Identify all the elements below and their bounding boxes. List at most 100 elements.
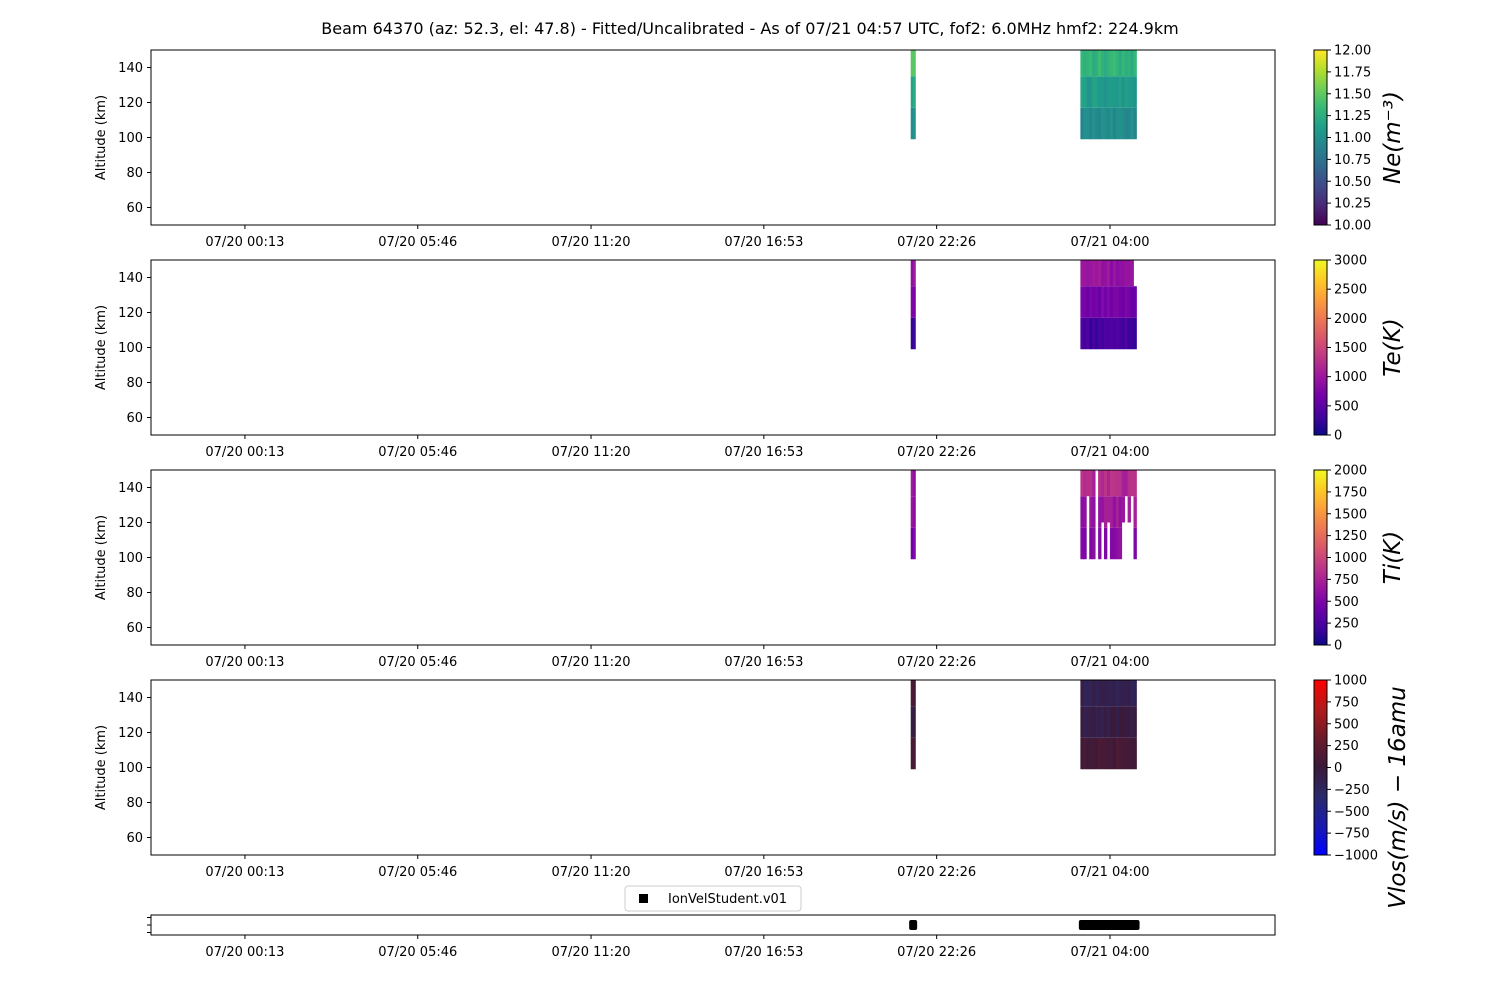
colorbar-tick-label: 11.50 — [1334, 87, 1371, 102]
y-tick-label: 100 — [118, 131, 143, 146]
colorbar-tick-label: 500 — [1334, 399, 1359, 414]
colorbar-label: Te(K) — [1380, 318, 1406, 376]
y-tick-label: 60 — [126, 201, 143, 216]
heatmap-cell — [1098, 737, 1102, 770]
y-axis-label: Altitude (km) — [94, 305, 109, 390]
heatmap-cell — [1086, 317, 1090, 350]
x-tick-label: 07/20 22:26 — [897, 865, 976, 880]
colorbar — [1313, 49, 1328, 226]
y-tick-label: 80 — [126, 586, 143, 601]
heatmap-cell — [1083, 737, 1087, 770]
heatmap-cell — [1080, 470, 1084, 497]
heatmap-cell — [1089, 286, 1093, 318]
y-tick-label: 60 — [126, 831, 143, 846]
heatmap-cell — [1133, 737, 1137, 770]
heatmap-cell — [1080, 737, 1084, 770]
x-tick-label: 07/20 05:46 — [378, 865, 457, 880]
heatmap-cell — [1098, 76, 1102, 108]
heatmap-cell — [1083, 50, 1087, 77]
heatmap-cell — [913, 50, 916, 77]
colorbar-tick-label: −1000 — [1334, 849, 1378, 864]
heatmap-cell — [1083, 76, 1087, 108]
heatmap-cell — [1086, 286, 1090, 318]
y-tick-label: 140 — [118, 481, 143, 496]
x-tick-label: 07/20 22:26 — [897, 945, 976, 960]
heatmap-cell — [1098, 50, 1102, 77]
heatmap-cell — [1127, 107, 1131, 140]
heatmap-cell — [1098, 317, 1102, 350]
colorbar-tick-label: 11.25 — [1334, 109, 1371, 124]
colorbar-tick-label: 1000 — [1334, 551, 1367, 566]
y-axis-label: Altitude (km) — [94, 515, 109, 600]
heatmap-cell — [910, 527, 914, 560]
heatmap-cell — [1109, 470, 1114, 497]
heatmap-cell — [1124, 470, 1128, 497]
heatmap-cell — [1101, 317, 1105, 350]
y-tick-label: 100 — [118, 551, 143, 566]
heatmap-cell — [1106, 286, 1111, 318]
heatmap-cell — [1121, 496, 1126, 523]
heatmap-cell — [1086, 470, 1090, 497]
heatmap-cell — [1112, 527, 1117, 560]
x-tick-label: 07/21 04:00 — [1070, 235, 1149, 250]
heatmap-cell — [1089, 260, 1093, 287]
heatmap-cell — [1109, 317, 1114, 350]
heatmap-cells — [910, 50, 1137, 140]
heatmap-cell — [1083, 680, 1087, 707]
heatmap-cell — [1121, 706, 1126, 738]
heatmap-cell — [1106, 76, 1111, 108]
heatmap-cell — [1089, 317, 1093, 350]
colorbar-tick-label: 250 — [1334, 739, 1359, 754]
y-tick-label: 140 — [118, 61, 143, 76]
heatmap-cell — [1130, 706, 1134, 738]
heatmap-cell — [1133, 76, 1137, 108]
colorbar-tick-label: 1500 — [1334, 507, 1367, 522]
heatmap-cell — [1106, 496, 1111, 523]
heatmap-cell — [1127, 317, 1131, 350]
colorbar-tick-label: 11.00 — [1334, 131, 1371, 146]
colorbar-tick-label: 750 — [1334, 573, 1359, 588]
heatmap-cell — [1104, 50, 1108, 77]
heatmap-cell — [1101, 706, 1105, 738]
heatmap-cell — [1115, 50, 1120, 77]
heatmap-cell — [1080, 76, 1084, 108]
heatmap-cell — [1106, 50, 1111, 77]
heatmap-cell — [1104, 317, 1108, 350]
colorbar-label: Ti(K) — [1380, 531, 1406, 584]
colorbar-tick-label: 250 — [1334, 617, 1359, 632]
heatmap-cell — [1127, 286, 1131, 318]
heatmap-cell — [1086, 706, 1090, 738]
heatmap-cell — [1080, 286, 1084, 318]
heatmap-cell — [1101, 286, 1105, 318]
heatmap-cell — [1118, 680, 1123, 707]
heatmap-cell — [1092, 527, 1096, 560]
colorbar-tick-label: 2000 — [1334, 464, 1367, 479]
heatmap-cell — [1124, 286, 1128, 318]
x-tick-label: 07/20 05:46 — [378, 235, 457, 250]
heatmap-cell — [1121, 50, 1126, 77]
heatmap-cell — [1130, 260, 1134, 287]
heatmap-cell — [1104, 680, 1108, 707]
heatmap-cell — [1112, 260, 1117, 287]
x-tick-label: 07/20 00:13 — [205, 865, 284, 880]
x-tick-label: 07/20 00:13 — [205, 445, 284, 460]
heatmap-cell — [1080, 317, 1084, 350]
heatmap-cell — [1109, 737, 1114, 770]
heatmap-cell — [1104, 260, 1108, 287]
colorbar-tick-label: 10.00 — [1334, 219, 1371, 234]
heatmap-cell — [1104, 286, 1108, 318]
legend-label: IonVelStudent.v01 — [668, 892, 787, 907]
heatmap-cell — [1098, 706, 1102, 738]
heatmap-cell — [913, 496, 916, 528]
heatmap-cell — [1109, 50, 1114, 77]
heatmap-cell — [1118, 470, 1123, 497]
heatmap-cell — [1133, 107, 1137, 140]
y-tick-label: 120 — [118, 306, 143, 321]
x-tick-label: 07/20 11:20 — [552, 235, 631, 250]
heatmap-cell — [1092, 706, 1096, 738]
heatmap-cell — [1133, 527, 1137, 560]
heatmap-cell — [1118, 527, 1123, 560]
heatmap-cell — [1101, 107, 1105, 140]
heatmap-cell — [1106, 706, 1111, 738]
heatmap-cell — [1124, 706, 1128, 738]
